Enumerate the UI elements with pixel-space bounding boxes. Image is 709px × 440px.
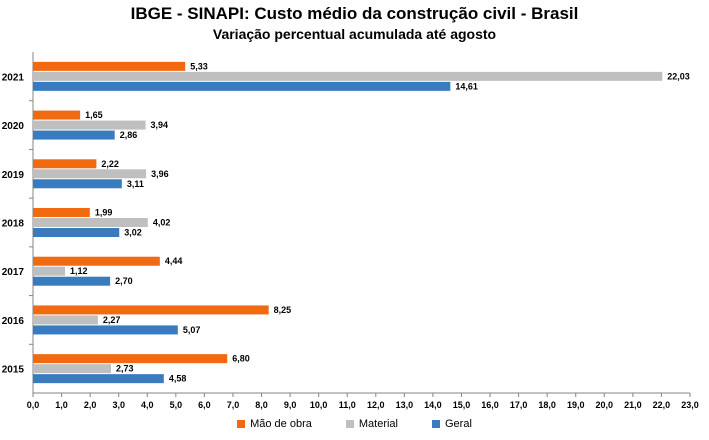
x-tick-label: 9,0 [284,400,297,410]
y-category-label: 2016 [2,316,25,327]
x-tick-label: 21,0 [624,400,642,410]
bar-value-label: 6,80 [232,354,250,364]
x-tick-label: 15,0 [453,400,471,410]
legend-label-geral: Geral [444,418,472,430]
x-tick-label: 16,0 [481,400,499,410]
bar-value-label: 4,02 [153,218,171,228]
y-category-label: 2018 [2,219,25,230]
bar-value-label: 14,61 [455,81,478,91]
legend-swatch-material [345,420,354,428]
chart-legend: Mão de obra Material Geral [0,418,709,430]
bar [33,315,98,325]
bar [33,130,115,140]
bar [33,110,81,120]
y-category-label: 2017 [2,267,25,278]
bar [33,81,451,91]
x-tick-label: 23,0 [681,400,699,410]
bar-value-label: 2,70 [115,276,133,286]
legend-item-mao-de-obra: Mão de obra [237,418,312,430]
x-tick-label: 1,0 [55,400,68,410]
bar [33,71,663,81]
bar-value-label: 4,58 [169,374,187,384]
x-tick-label: 10,0 [310,400,328,410]
bar [33,266,65,276]
x-tick-label: 2,0 [84,400,97,410]
bar [33,208,90,217]
bar [33,218,148,227]
bar [33,61,186,71]
bar-value-label: 2,27 [103,315,121,325]
bar-value-label: 2,22 [101,159,119,169]
bar [33,305,269,315]
bar [33,256,160,266]
x-tick-label: 11,0 [339,400,356,410]
bar-value-label: 5,07 [183,325,201,335]
bar-value-label: 4,44 [165,256,183,266]
x-tick-label: 13,0 [396,400,414,410]
bar [33,169,147,179]
bar-value-label: 8,25 [274,305,292,315]
bar [33,159,97,169]
legend-label-material: Material [358,418,398,430]
x-tick-label: 3,0 [112,400,125,410]
bar [33,276,111,286]
bar-value-label: 1,99 [95,208,113,218]
y-category-label: 2019 [2,170,25,181]
legend-item-material: Material [345,418,398,430]
bar [33,354,228,364]
x-tick-label: 19,0 [567,400,585,410]
bar [33,364,111,374]
bar-value-label: 3,96 [151,169,169,179]
chart-subtitle: Variação percentual acumulada até agosto [212,26,497,42]
x-tick-label: 17,0 [510,400,528,410]
bar-value-label: 3,94 [151,120,169,130]
bar [33,228,120,237]
y-category-label: 2020 [2,121,25,132]
x-tick-label: 22,0 [653,400,671,410]
x-tick-label: 7,0 [227,400,240,410]
y-category-label: 2021 [2,72,25,83]
x-tick-label: 14,0 [424,400,442,410]
bar-value-label: 2,86 [120,130,138,140]
bar-value-label: 22,03 [667,71,690,81]
bar [33,374,164,384]
bar-value-label: 3,11 [127,179,144,189]
x-tick-label: 18,0 [538,400,556,410]
x-tick-label: 8,0 [255,400,268,410]
bar-value-label: 5,33 [190,61,208,71]
legend-item-geral: Geral [431,418,472,430]
legend-label-mao-de-obra: Mão de obra [250,418,312,430]
legend-swatch-geral [431,420,440,428]
bar-value-label: 1,12 [70,266,88,276]
x-tick-label: 12,0 [367,400,385,410]
bar [33,120,146,130]
x-tick-label: 0,0 [27,400,40,410]
bar [33,179,122,189]
bar [33,325,178,335]
chart-title: IBGE - SINAPI: Custo médio da construção… [130,4,579,23]
legend-swatch-mao-de-obra [237,420,246,428]
y-category-label: 2015 [2,365,25,376]
x-tick-label: 5,0 [170,400,183,410]
bar-value-label: 3,02 [124,228,142,238]
x-tick-label: 6,0 [198,400,211,410]
bar-value-label: 2,73 [116,364,134,374]
bar-value-label: 1,65 [85,110,103,120]
x-tick-label: 20,0 [596,400,614,410]
x-tick-label: 4,0 [141,400,154,410]
